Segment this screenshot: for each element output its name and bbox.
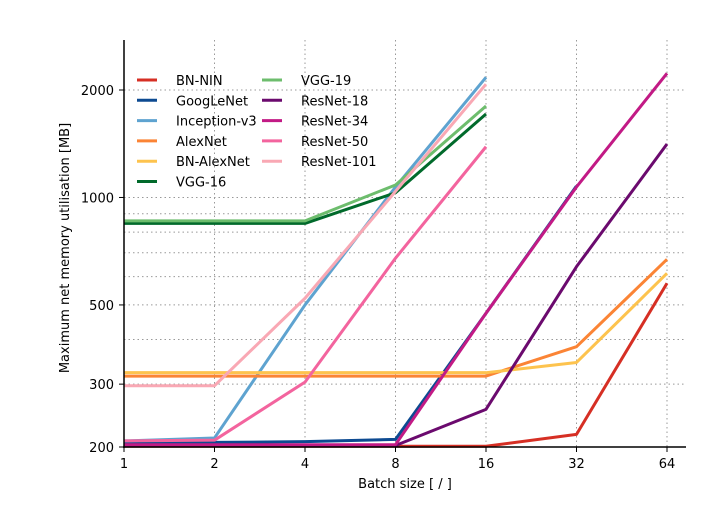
series-line-alexnet [124,258,669,378]
legend-label: ResNet-34 [301,115,368,130]
legend-label: VGG-16 [176,176,226,191]
x-tick-label: 16 [478,457,495,472]
series-line-resnet-50 [123,145,488,443]
series-line-vgg-19 [124,104,487,223]
x-tick-label: 1 [120,457,128,472]
y-ticks: 200 300 500 1000 2000 [81,84,124,456]
legend-label: VGG-19 [301,74,351,89]
y-axis-label: Maximum net memory utilisation [MB] [58,123,73,373]
x-tick-label: 2 [210,457,218,472]
legend-label: BN-NIN [176,74,223,89]
y-tick-label: 200 [89,441,114,456]
series-line-resnet-101 [124,83,488,388]
legend-label: ResNet-101 [301,155,377,170]
legend-label: ResNet-18 [301,94,368,109]
legend-label: AlexNet [176,135,227,150]
series-line-bn-alexnet [124,272,669,375]
series-line-vgg-16 [124,112,487,225]
x-tick-label: 8 [391,457,399,472]
x-tick-label: 4 [301,457,309,472]
legend-label: Inception-v3 [176,115,257,130]
legend-label: ResNet-50 [301,135,368,150]
series-line-resnet-34 [124,72,669,447]
series-lines [123,72,669,448]
y-tick-label: 500 [89,299,114,314]
y-tick-label: 2000 [81,84,114,99]
legend-label: BN-AlexNet [176,155,250,170]
x-tick-label: 32 [568,457,585,472]
y-tick-label: 300 [89,378,114,393]
legend-label: GoogLeNet [176,94,248,109]
x-tick-label: 64 [659,457,676,472]
x-axis-label: Batch size [ / ] [358,477,452,492]
x-ticks: 1 2 4 8 16 32 64 [120,447,675,472]
legend: BN-NIN GoogLeNet Inception-v3 AlexNet BN-Ale… [137,74,377,191]
y-tick-label: 1000 [81,191,114,206]
